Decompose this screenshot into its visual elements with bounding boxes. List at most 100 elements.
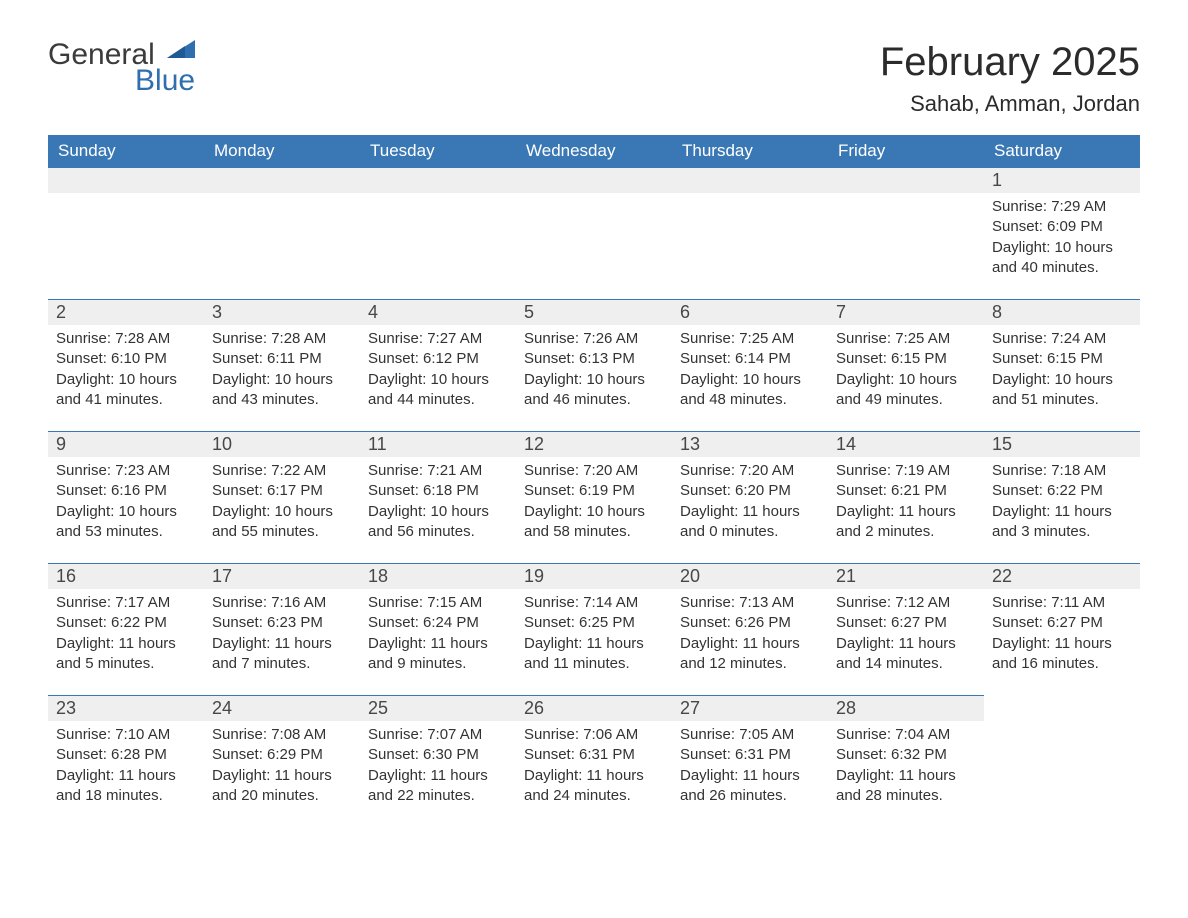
calendar-row: 16Sunrise: 7:17 AMSunset: 6:22 PMDayligh… <box>48 563 1140 695</box>
calendar-cell: 13Sunrise: 7:20 AMSunset: 6:20 PMDayligh… <box>672 431 828 563</box>
day-body: Sunrise: 7:15 AMSunset: 6:24 PMDaylight:… <box>360 589 516 682</box>
day-number-bar: 18 <box>360 563 516 589</box>
day-body: Sunrise: 7:23 AMSunset: 6:16 PMDaylight:… <box>48 457 204 550</box>
day-sunset: Sunset: 6:21 PM <box>836 481 976 501</box>
calendar-cell: 23 Sunrise: 7:10 AMSunset: 6:28 PMDayligh… <box>48 695 204 827</box>
day-sunset: Sunset: 6:15 PM <box>836 349 976 369</box>
day-sunrise: Sunrise: 7:17 AM <box>56 593 196 613</box>
day-body: Sunrise: 7:26 AMSunset: 6:13 PMDaylight:… <box>516 325 672 418</box>
day-number-bar <box>828 167 984 193</box>
day-body: Sunrise: 7:05 AMSunset: 6:31 PMDaylight:… <box>672 721 828 814</box>
calendar-cell <box>516 167 672 299</box>
day-sunset: Sunset: 6:22 PM <box>992 481 1132 501</box>
day-daylight: Daylight: 11 hours and 22 minutes. <box>368 766 508 807</box>
day-body: Sunrise: 7:20 AMSunset: 6:20 PMDaylight:… <box>672 457 828 550</box>
day-number-bar: 24 <box>204 695 360 721</box>
day-number-bar: 16 <box>48 563 204 589</box>
day-daylight: Daylight: 11 hours and 2 minutes. <box>836 502 976 543</box>
day-sunrise: Sunrise: 7:20 AM <box>680 461 820 481</box>
day-daylight: Daylight: 11 hours and 14 minutes. <box>836 634 976 675</box>
calendar-row: 1Sunrise: 7:29 AMSunset: 6:09 PMDaylight… <box>48 167 1140 299</box>
calendar-cell: 25Sunrise: 7:07 AMSunset: 6:30 PMDayligh… <box>360 695 516 827</box>
calendar-cell: 17Sunrise: 7:16 AMSunset: 6:23 PMDayligh… <box>204 563 360 695</box>
calendar-table: SundayMondayTuesdayWednesdayThursdayFrid… <box>48 135 1140 827</box>
weekday-header: Thursday <box>672 135 828 167</box>
day-sunrise: Sunrise: 7:28 AM <box>212 329 352 349</box>
day-sunset: Sunset: 6:15 PM <box>992 349 1132 369</box>
day-number-bar: 14 <box>828 431 984 457</box>
calendar-cell: 15Sunrise: 7:18 AMSunset: 6:22 PMDayligh… <box>984 431 1140 563</box>
day-number-bar: 13 <box>672 431 828 457</box>
day-body: Sunrise: 7:28 AMSunset: 6:11 PMDaylight:… <box>204 325 360 418</box>
day-number: 10 <box>212 434 232 454</box>
day-daylight: Daylight: 11 hours and 5 minutes. <box>56 634 196 675</box>
day-daylight: Daylight: 10 hours and 53 minutes. <box>56 502 196 543</box>
day-sunrise: Sunrise: 7:04 AM <box>836 725 976 745</box>
day-sunset: Sunset: 6:17 PM <box>212 481 352 501</box>
day-body: Sunrise: 7:12 AMSunset: 6:27 PMDaylight:… <box>828 589 984 682</box>
day-body: Sunrise: 7:11 AMSunset: 6:27 PMDaylight:… <box>984 589 1140 682</box>
day-number: 17 <box>212 566 232 586</box>
day-daylight: Daylight: 11 hours and 24 minutes. <box>524 766 664 807</box>
day-sunset: Sunset: 6:29 PM <box>212 745 352 765</box>
day-number: 11 <box>368 434 387 454</box>
day-sunrise: Sunrise: 7:23 AM <box>56 461 196 481</box>
day-body <box>516 193 672 205</box>
day-body: Sunrise: 7:24 AMSunset: 6:15 PMDaylight:… <box>984 325 1140 418</box>
day-sunrise: Sunrise: 7:07 AM <box>368 725 508 745</box>
day-body: Sunrise: 7:29 AMSunset: 6:09 PMDaylight:… <box>984 193 1140 286</box>
day-sunset: Sunset: 6:27 PM <box>992 613 1132 633</box>
weekday-header: Friday <box>828 135 984 167</box>
day-number-bar <box>204 167 360 193</box>
logo-text: General Blue <box>48 40 195 96</box>
day-daylight: Daylight: 10 hours and 43 minutes. <box>212 370 352 411</box>
day-number-bar: 3 <box>204 299 360 325</box>
day-sunrise: Sunrise: 7:06 AM <box>524 725 664 745</box>
day-sunrise: Sunrise: 7:16 AM <box>212 593 352 613</box>
day-number: 28 <box>836 698 856 718</box>
day-body: Sunrise: 7:10 AMSunset: 6:28 PMDaylight:… <box>48 721 204 814</box>
day-sunset: Sunset: 6:25 PM <box>524 613 664 633</box>
month-title: February 2025 <box>880 40 1140 85</box>
day-sunrise: Sunrise: 7:13 AM <box>680 593 820 613</box>
day-body <box>984 721 1140 733</box>
weekday-header: Saturday <box>984 135 1140 167</box>
day-number-bar: 8 <box>984 299 1140 325</box>
day-number: 16 <box>56 566 76 586</box>
day-body: Sunrise: 7:25 AMSunset: 6:14 PMDaylight:… <box>672 325 828 418</box>
day-number-bar: 10 <box>204 431 360 457</box>
day-number-bar <box>48 167 204 193</box>
day-body <box>360 193 516 205</box>
day-number: 19 <box>524 566 544 586</box>
day-body: Sunrise: 7:27 AMSunset: 6:12 PMDaylight:… <box>360 325 516 418</box>
calendar-body: 1Sunrise: 7:29 AMSunset: 6:09 PMDaylight… <box>48 167 1140 827</box>
day-number: 6 <box>680 302 690 322</box>
day-body: Sunrise: 7:04 AMSunset: 6:32 PMDaylight:… <box>828 721 984 814</box>
day-sunset: Sunset: 6:23 PM <box>212 613 352 633</box>
day-number-bar: 19 <box>516 563 672 589</box>
calendar-cell <box>48 167 204 299</box>
day-body <box>828 193 984 205</box>
day-number-bar: 21 <box>828 563 984 589</box>
day-number: 23 <box>56 698 76 718</box>
day-body: Sunrise: 7:08 AMSunset: 6:29 PMDaylight:… <box>204 721 360 814</box>
day-number-bar: 2 <box>48 299 204 325</box>
day-sunset: Sunset: 6:20 PM <box>680 481 820 501</box>
day-number: 2 <box>56 302 66 322</box>
calendar-cell: 8Sunrise: 7:24 AMSunset: 6:15 PMDaylight… <box>984 299 1140 431</box>
day-number-bar: 26 <box>516 695 672 721</box>
calendar-cell: 9Sunrise: 7:23 AMSunset: 6:16 PMDaylight… <box>48 431 204 563</box>
day-sunset: Sunset: 6:26 PM <box>680 613 820 633</box>
day-number-bar: 12 <box>516 431 672 457</box>
day-daylight: Daylight: 11 hours and 0 minutes. <box>680 502 820 543</box>
day-sunset: Sunset: 6:31 PM <box>524 745 664 765</box>
day-number-bar: 17 <box>204 563 360 589</box>
day-body: Sunrise: 7:14 AMSunset: 6:25 PMDaylight:… <box>516 589 672 682</box>
day-sunrise: Sunrise: 7:11 AM <box>992 593 1132 613</box>
day-daylight: Daylight: 11 hours and 26 minutes. <box>680 766 820 807</box>
day-number-bar: 27 <box>672 695 828 721</box>
day-sunset: Sunset: 6:12 PM <box>368 349 508 369</box>
calendar-cell: 20Sunrise: 7:13 AMSunset: 6:26 PMDayligh… <box>672 563 828 695</box>
calendar-row: 2Sunrise: 7:28 AMSunset: 6:10 PMDaylight… <box>48 299 1140 431</box>
calendar-cell <box>360 167 516 299</box>
